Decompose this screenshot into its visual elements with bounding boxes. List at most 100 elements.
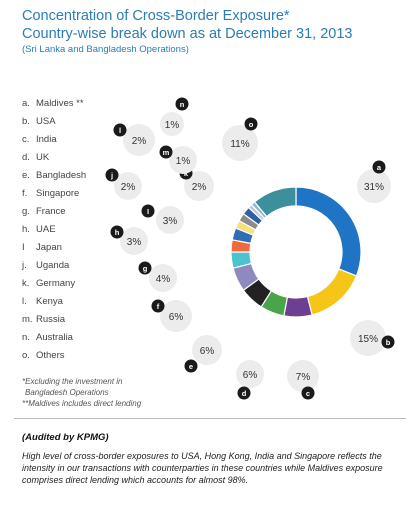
donut-slice-o	[253, 186, 297, 218]
slice-key-marker	[151, 299, 165, 313]
legend-key: k.	[22, 278, 30, 289]
legend-item: g. France	[22, 206, 86, 224]
slice-key-letter: a	[377, 163, 382, 172]
donut-slice-c	[283, 295, 313, 318]
footnote-line: **Maldives includes direct lending	[22, 399, 142, 408]
legend-label: Uganda	[36, 260, 70, 271]
slice-key-marker	[105, 168, 119, 182]
legend-label: Others	[36, 350, 65, 361]
chart-title: Concentration of Cross-Border Exposure*	[22, 8, 290, 24]
legend-label: India	[36, 134, 57, 145]
legend-key: e.	[22, 170, 30, 181]
data-label: 6%	[243, 370, 258, 381]
slice-key-letter: b	[386, 338, 391, 347]
legend-key: g.	[22, 206, 30, 217]
data-label: 11%	[230, 139, 249, 150]
slice-key-letter: g	[143, 264, 148, 273]
legend-label: Kenya	[36, 296, 63, 307]
value-bubble	[357, 169, 391, 203]
data-label: 15%	[358, 334, 378, 345]
slice-key-marker	[237, 386, 251, 400]
slice-key-letter: l	[119, 126, 121, 135]
legend-label: Australia	[36, 332, 73, 343]
value-bubble	[160, 112, 184, 136]
slice-key-letter: m	[163, 148, 170, 157]
commentary-text: High level of cross-border exposures to …	[22, 451, 383, 485]
slice-key-letter: n	[180, 100, 185, 109]
legend-key: m.	[22, 314, 33, 325]
chart-scope-note: (Sri Lanka and Bangladesh Operations)	[22, 44, 189, 55]
legend-item: d. UK	[22, 152, 86, 170]
data-label: 3%	[163, 216, 178, 227]
value-bubble	[123, 124, 155, 156]
slice-key-marker	[301, 386, 315, 400]
slice-key-marker	[184, 359, 198, 373]
legend-label: USA	[36, 116, 56, 127]
slice-key-marker	[110, 225, 124, 239]
legend-key: a.	[22, 98, 30, 109]
value-bubble	[169, 146, 197, 174]
value-bubble	[149, 264, 177, 292]
legend-item: j. Uganda	[22, 260, 86, 278]
slice-key-marker	[141, 204, 155, 218]
slice-key-marker	[244, 117, 258, 131]
slice-key-marker	[159, 145, 173, 159]
legend-key: b.	[22, 116, 30, 127]
data-label: 31%	[364, 182, 384, 193]
legend-key: j.	[22, 260, 27, 271]
legend-key: f.	[22, 188, 28, 199]
footnote-line: *Excluding the investment in	[22, 377, 123, 386]
legend-key: l.	[22, 296, 27, 307]
data-label: 6%	[169, 312, 184, 323]
legend-key: o.	[22, 350, 30, 361]
slice-key-letter: j	[110, 171, 113, 180]
slice-key-letter: d	[242, 389, 247, 398]
data-label: 2%	[192, 182, 207, 193]
legend-item: l. Kenya	[22, 296, 86, 314]
legend-item: I Japan	[22, 242, 86, 260]
data-label: 6%	[200, 346, 215, 357]
slice-key-letter: e	[189, 362, 193, 371]
legend-item: n. Australia	[22, 332, 86, 350]
footnote-line: Bangladesh Operations	[25, 388, 109, 397]
slice-key-letter: c	[306, 389, 310, 398]
data-label: 7%	[296, 372, 311, 383]
legend-label: Singapore	[36, 188, 80, 199]
value-bubble	[287, 360, 319, 392]
legend-item: k. Germany	[22, 278, 86, 296]
slice-key-marker	[381, 335, 395, 349]
legend-label: UK	[36, 152, 50, 163]
legend-item: e. Bangladesh	[22, 170, 86, 188]
slice-key-letter: f	[157, 302, 160, 311]
data-label: 2%	[121, 182, 136, 193]
value-bubble	[184, 171, 214, 201]
legend-item: c. India	[22, 134, 86, 152]
value-bubble	[156, 206, 184, 234]
legend-item: f. Singapore	[22, 188, 86, 206]
legend-key: c.	[22, 134, 30, 145]
value-bubble	[222, 125, 258, 161]
chart-subtitle: Country-wise break down as at December 3…	[22, 26, 353, 42]
slice-key-marker	[138, 261, 152, 275]
legend-key: d.	[22, 152, 30, 163]
legend-item: a. Maldives **	[22, 98, 86, 116]
legend-label: France	[36, 206, 66, 217]
slice-key-marker	[372, 160, 386, 174]
value-bubble	[114, 172, 142, 200]
legend-label: Maldives **	[36, 98, 84, 109]
legend-key: h.	[22, 224, 30, 235]
legend-label: Germany	[36, 278, 76, 289]
slice-key-letter: h	[115, 228, 120, 237]
value-bubble	[160, 300, 192, 332]
slice-key-letter: I	[147, 207, 149, 216]
legend-label: Bangladesh	[36, 170, 87, 181]
slice-key-marker	[175, 97, 189, 111]
footnotes: *Excluding the investment in Bangladesh …	[22, 376, 141, 409]
value-bubble	[350, 320, 386, 356]
slice-key-letter: o	[249, 120, 254, 129]
legend-label: Japan	[36, 242, 62, 253]
value-bubble	[236, 360, 264, 388]
legend-item: h. UAE	[22, 224, 86, 242]
value-bubble	[192, 335, 222, 365]
donut-slice-a	[295, 186, 362, 277]
